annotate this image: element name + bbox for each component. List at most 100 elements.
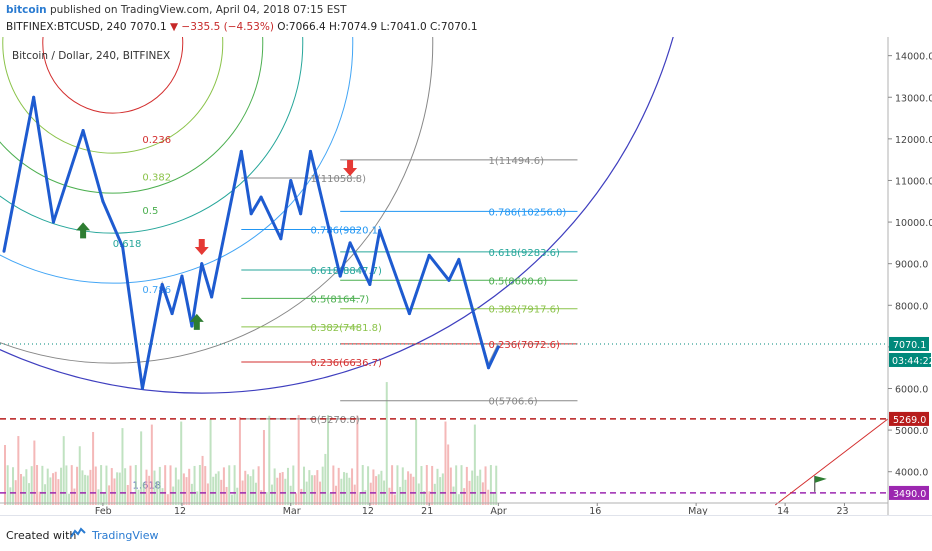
y-tick-label: 10000.0 xyxy=(895,218,932,229)
volume-bar xyxy=(316,470,319,505)
price-point xyxy=(140,387,144,390)
y-tick-label: 6000.0 xyxy=(895,385,928,396)
tradingview-logo-icon[interactable] xyxy=(70,527,86,539)
volume-bar xyxy=(12,467,15,505)
y-tick-label: 8000.0 xyxy=(895,301,928,312)
volume-bar xyxy=(415,419,418,505)
fib-level-label: 1(11494.6) xyxy=(488,156,544,167)
volume-bar xyxy=(36,465,39,505)
volume-bar xyxy=(431,465,434,505)
volume-bar xyxy=(391,465,394,505)
volume-bar xyxy=(380,470,383,505)
volume-bar xyxy=(172,486,175,505)
fib-circle-label: 0.786 xyxy=(142,285,171,296)
volume-bar xyxy=(399,486,402,505)
price-point xyxy=(121,245,125,249)
price-point xyxy=(368,282,372,286)
volume-bar xyxy=(206,483,209,505)
author-name[interactable]: bitcoin xyxy=(6,4,47,16)
volume-bar xyxy=(356,415,359,505)
price-point xyxy=(200,262,204,266)
volume-bar xyxy=(174,467,177,505)
volume-bar xyxy=(57,479,60,505)
x-tick-label: Mar xyxy=(283,506,301,515)
chart-svg[interactable]: 0.2360.3820.50.6180.7861.6181(11494.6)0.… xyxy=(0,37,932,515)
volume-bar xyxy=(270,484,273,505)
volume-bar xyxy=(252,469,255,505)
price-line[interactable] xyxy=(2,95,500,390)
volume-bar xyxy=(73,488,76,505)
volume-bar xyxy=(276,477,279,505)
volume-bar xyxy=(193,465,196,505)
fib-circle xyxy=(2,37,224,154)
price-point xyxy=(101,199,105,203)
volume-bar xyxy=(182,473,185,505)
fib-level-label: 0.382(7917.6) xyxy=(488,305,560,316)
price-point xyxy=(309,149,313,153)
volume-bar xyxy=(228,465,231,505)
y-tick-label: 11000.0 xyxy=(895,176,932,187)
volume-bar xyxy=(484,466,487,505)
volume-bar xyxy=(92,431,95,505)
volume-bar xyxy=(457,494,460,505)
tradingview-link[interactable]: TradingView xyxy=(92,529,159,542)
price-point xyxy=(81,129,85,133)
volume-bar xyxy=(9,487,12,505)
price-point xyxy=(170,312,174,316)
x-tick-label: 12 xyxy=(362,506,374,515)
chart-header: bitcoin published on TradingView.com, Ap… xyxy=(0,0,932,36)
volume-bar xyxy=(294,493,297,505)
volume-bar xyxy=(54,471,57,505)
x-tick-label: Feb xyxy=(95,506,112,515)
volume-bar xyxy=(428,491,431,505)
flag-icon xyxy=(814,475,827,483)
volume-bar xyxy=(233,465,236,505)
y-tick-label: 13000.0 xyxy=(895,93,932,104)
volume-bar xyxy=(49,477,52,505)
y-tick-label: 9000.0 xyxy=(895,260,928,271)
volume-bar xyxy=(361,465,364,505)
volume-bar xyxy=(385,382,388,505)
price-point xyxy=(32,95,36,99)
volume-bar xyxy=(4,445,6,505)
volume-bar xyxy=(244,470,247,505)
volume-bar xyxy=(479,469,482,505)
created-with-label: Created with xyxy=(6,529,77,542)
volume-bar xyxy=(359,492,362,505)
volume-bar xyxy=(439,477,442,505)
volume-bar xyxy=(278,472,281,505)
volume-bar xyxy=(254,482,257,505)
price-point xyxy=(457,258,461,262)
price-point xyxy=(160,282,164,286)
fib-arc xyxy=(0,37,674,394)
volume-bar xyxy=(332,465,335,505)
price-point xyxy=(486,366,490,370)
volume-bar xyxy=(441,473,444,505)
volume-bar xyxy=(86,475,89,505)
price-point xyxy=(279,237,283,241)
volume-bar xyxy=(465,466,468,505)
volume-bar xyxy=(433,483,436,505)
arrow-down-icon xyxy=(343,159,358,176)
x-tick-label: 23 xyxy=(836,506,848,515)
price-point xyxy=(348,241,352,245)
volume-bar xyxy=(246,474,249,505)
volume-bar xyxy=(396,465,399,505)
volume-bar xyxy=(113,478,116,505)
volume-bar xyxy=(209,419,212,505)
fib-level-label: 0.5(8164.7) xyxy=(311,294,370,305)
volume-bar xyxy=(369,482,372,505)
y-tick-label: 4000.0 xyxy=(895,468,928,479)
price-point xyxy=(259,195,263,199)
volume-bar xyxy=(201,455,204,505)
volume-bar xyxy=(25,469,28,505)
chart-area[interactable]: 0.2360.3820.50.6180.7861.6181(11494.6)0.… xyxy=(0,37,932,515)
fib-circle-label: 0.618 xyxy=(113,239,142,250)
current-price-tag xyxy=(889,336,929,351)
volume-bar xyxy=(262,430,265,505)
fib-circle-label: 0.382 xyxy=(142,172,171,183)
volume-bar xyxy=(76,466,79,505)
volume-bar xyxy=(281,472,284,505)
volume-bar xyxy=(412,476,415,505)
volume-bar xyxy=(214,473,217,505)
